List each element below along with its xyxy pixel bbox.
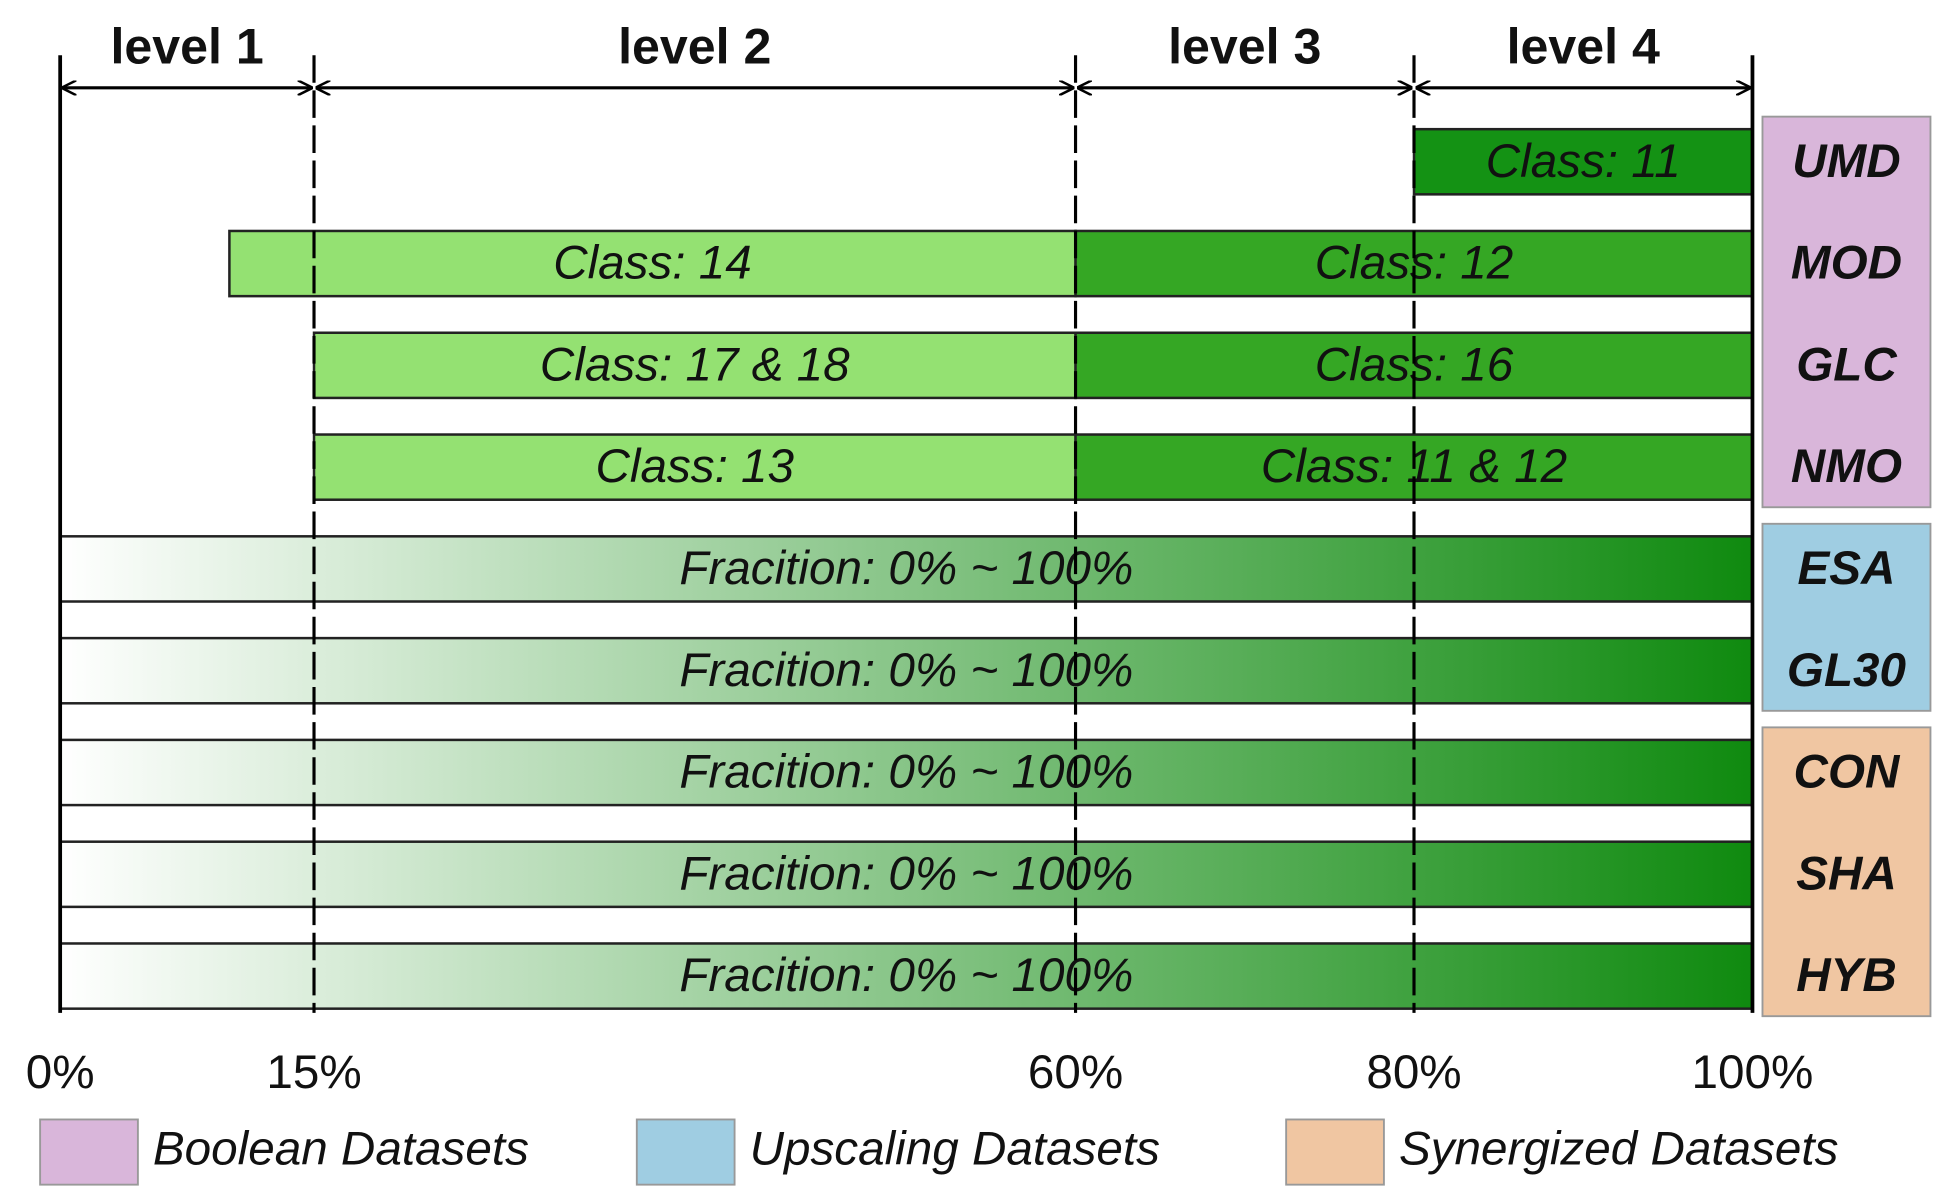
legend-swatch	[1285, 1118, 1385, 1186]
segment-label: Fracition: 0% ~ 100%	[679, 847, 1133, 900]
segment-label: Class: 13	[596, 440, 795, 493]
dataset-name: ESA	[1798, 542, 1896, 595]
segment-label: Fracition: 0% ~ 100%	[679, 542, 1133, 595]
dataset-name: NMO	[1791, 440, 1902, 493]
group-box	[1761, 115, 1932, 509]
legend-label: Synergized Datasets	[1399, 1123, 1838, 1176]
dataset-name: SHA	[1796, 847, 1897, 900]
group-box	[1761, 522, 1932, 712]
segment-label: Class: 17 & 18	[540, 338, 850, 391]
tick-label: 80%	[1366, 1046, 1461, 1099]
dataset-name: GLC	[1796, 338, 1897, 391]
legend-label: Upscaling Datasets	[750, 1123, 1160, 1176]
tick-label: 15%	[266, 1046, 361, 1099]
bar-segment	[58, 942, 1754, 1010]
tick-label: 0%	[26, 1046, 95, 1099]
dataset-name: HYB	[1796, 949, 1897, 1002]
level-label: level 1	[110, 18, 263, 74]
legend-label: Boolean Datasets	[153, 1123, 529, 1176]
dataset-name: UMD	[1792, 135, 1900, 188]
segment-label: Class: 11	[1486, 135, 1681, 188]
dataset-name: MOD	[1791, 237, 1902, 290]
level-label: level 4	[1507, 18, 1660, 74]
segment-label: Fracition: 0% ~ 100%	[679, 644, 1133, 697]
legend-swatch	[39, 1118, 139, 1186]
dataset-name: CON	[1794, 746, 1901, 799]
bar-segment	[228, 229, 1077, 298]
legend-swatch	[635, 1118, 736, 1186]
segment-label: Fracition: 0% ~ 100%	[679, 949, 1133, 1002]
segment-label: Fracition: 0% ~ 100%	[679, 746, 1133, 799]
bar-segment	[312, 433, 1077, 501]
bar-segment	[58, 535, 1754, 603]
level-label: level 2	[618, 18, 771, 74]
dataset-name: GL30	[1787, 644, 1907, 697]
group-box	[1761, 726, 1932, 1018]
tick-label: 60%	[1028, 1046, 1123, 1099]
level-label: level 3	[1168, 18, 1321, 74]
segment-label: Class: 14	[553, 237, 752, 290]
tick-label: 100%	[1692, 1046, 1814, 1099]
